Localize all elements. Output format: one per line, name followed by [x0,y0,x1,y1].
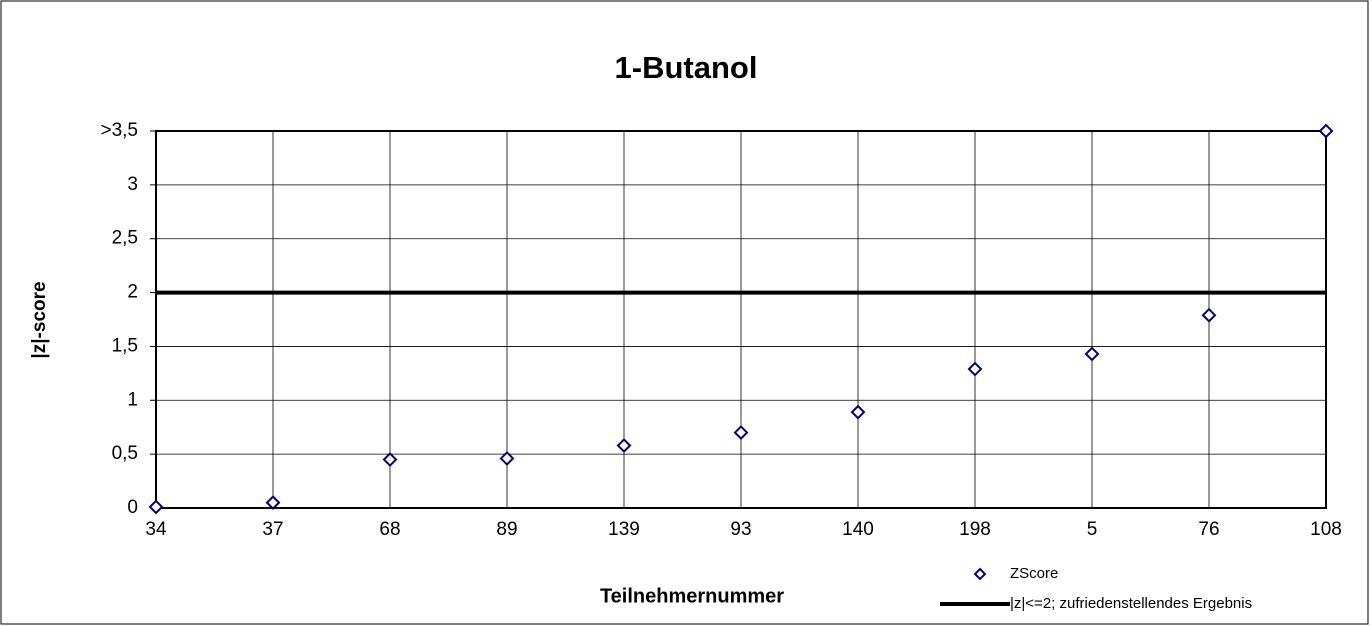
x-tick-label: 37 [262,519,283,540]
legend-label: |z|<=2; zufriedenstellendes Ergebnis [1010,595,1252,612]
x-tick-label: 76 [1198,519,1219,540]
x-axis-label: Teilnehmernummer [600,585,784,607]
data-point [1084,346,1100,362]
data-point [616,438,632,453]
plot-area [155,130,1327,509]
data-point [733,425,749,441]
x-tick-label: 68 [379,519,400,540]
x-tick-label: 5 [1087,519,1098,540]
data-point [148,499,164,515]
x-tick-label: 108 [1310,519,1342,540]
data-point [1318,123,1334,139]
data-point [499,451,515,466]
x-tick-label: 198 [959,519,991,540]
data-point [967,361,983,377]
y-tick-label: 2 [127,282,138,303]
x-tick-label: 93 [730,519,751,540]
y-tick-label: 1,5 [112,335,138,356]
y-tick-label: 2,5 [112,228,138,249]
y-tick-label: >3,5 [100,120,138,141]
y-tick-label: 3 [127,174,138,195]
x-tick-label: 34 [145,519,167,540]
y-tick-label: 0,5 [112,443,138,464]
x-tick-label: 139 [608,519,640,540]
x-tick-label: 140 [842,519,874,540]
chart-title: 1-Butanol [615,50,758,85]
data-point [265,495,281,511]
y-tick-label: 1 [127,389,138,410]
y-tick-label: 0 [127,497,138,518]
legend-marker [973,567,987,581]
y-axis-label: |z|-score [29,281,50,358]
data-point [850,404,866,420]
x-tick-label: 89 [496,519,517,540]
data-point [382,452,398,467]
legend-label: ZScore [1010,565,1058,582]
data-point [1201,307,1217,323]
